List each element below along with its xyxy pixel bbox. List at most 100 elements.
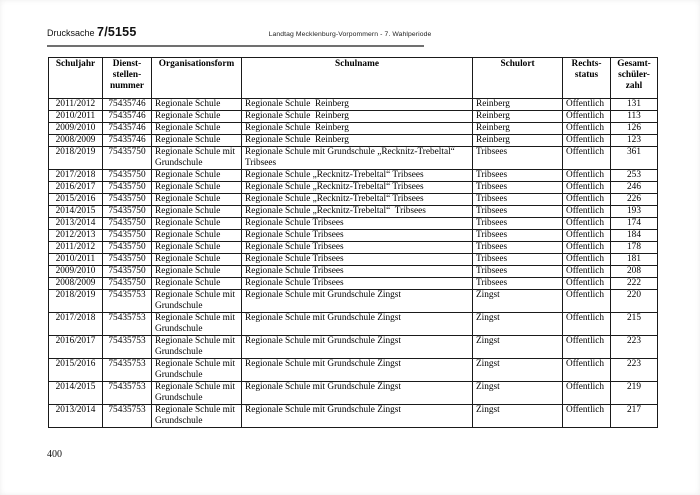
table-cell: Reinberg bbox=[472, 122, 563, 135]
table-cell: Öffentlich bbox=[562, 253, 611, 266]
table-cell: 75435750 bbox=[102, 277, 152, 290]
table-cell: Regionale Schule bbox=[151, 241, 242, 254]
table-cell: Regionale Schule Tribsees bbox=[241, 253, 473, 266]
table-row: 2012/2013 75435750 Regionale Schule Regiona… bbox=[48, 229, 658, 242]
table-cell: Öffentlich bbox=[562, 169, 611, 182]
table-cell: Öffentlich bbox=[562, 122, 611, 135]
table-cell: 75435750 bbox=[102, 205, 152, 218]
table-cell: 226 bbox=[610, 193, 658, 206]
table-cell: Tribsees bbox=[472, 169, 563, 182]
table-cell: 75435753 bbox=[102, 358, 152, 382]
table-cell: 75435753 bbox=[102, 404, 152, 428]
table-cell: Öffentlich bbox=[562, 146, 611, 170]
table-cell: Regionale Schule mit Grundschule Zingst bbox=[241, 381, 473, 405]
table-cell: Reinberg bbox=[472, 134, 563, 147]
table-row: 2017/2018 75435753 Regionale Schule mit Gr… bbox=[48, 312, 658, 336]
table-cell: 2008/2009 bbox=[48, 134, 103, 147]
table-cell: 2010/2011 bbox=[48, 110, 103, 123]
table-cell: 2016/2017 bbox=[48, 335, 103, 359]
table-cell: 2014/2015 bbox=[48, 381, 103, 405]
table-cell: 75435750 bbox=[102, 146, 152, 170]
table-cell: 2017/2018 bbox=[48, 169, 103, 182]
table-cell: Regionale Schule mit Grundschule Zingst bbox=[241, 312, 473, 336]
table-cell: 75435746 bbox=[102, 134, 152, 147]
table-row: 2018/2019 75435750 Regionale Schule mit Gr… bbox=[48, 146, 658, 170]
table-cell: Öffentlich bbox=[562, 110, 611, 123]
table-cell: Öffentlich bbox=[562, 404, 611, 428]
table-cell: Zingst bbox=[472, 381, 563, 405]
table-cell: 2010/2011 bbox=[48, 253, 103, 266]
table-cell: Regionale Schule Tribsees bbox=[241, 277, 473, 290]
table-cell: 184 bbox=[610, 229, 658, 242]
table-cell: 75435750 bbox=[102, 229, 152, 242]
table-cell: Regionale Schule mit Grundschule bbox=[151, 404, 242, 428]
table-row: 2015/2016 75435753 Regionale Schule mit Gr… bbox=[48, 358, 658, 382]
column-header-dienststellennummer: Dienst- stellen- nummer bbox=[102, 57, 152, 99]
table-cell: 215 bbox=[610, 312, 658, 336]
column-header-schulort: Schulort bbox=[472, 57, 563, 99]
table-cell: 217 bbox=[610, 404, 658, 428]
table-cell: 2012/2013 bbox=[48, 229, 103, 242]
table-cell: 178 bbox=[610, 241, 658, 254]
table-cell: Regionale Schule Tribsees bbox=[241, 229, 473, 242]
table-cell: 2009/2010 bbox=[48, 265, 103, 278]
table-row: 2008/2009 75435750 Regionale Schule Regiona… bbox=[48, 277, 658, 290]
table-cell: Regionale Schule bbox=[151, 169, 242, 182]
table-cell: Zingst bbox=[472, 312, 563, 336]
table-row: 2011/2012 75435750 Regionale Schule Regiona… bbox=[48, 241, 658, 254]
table-cell: Regionale Schule bbox=[151, 122, 242, 135]
table-cell: Öffentlich bbox=[562, 381, 611, 405]
table-cell: Regionale Schule bbox=[151, 217, 242, 230]
table-cell: 2009/2010 bbox=[48, 122, 103, 135]
table-cell: 75435750 bbox=[102, 169, 152, 182]
table-cell: 2013/2014 bbox=[48, 404, 103, 428]
table-cell: 2017/2018 bbox=[48, 312, 103, 336]
table-cell: 75435753 bbox=[102, 335, 152, 359]
table-cell: 222 bbox=[610, 277, 658, 290]
table-cell: 2018/2019 bbox=[48, 289, 103, 313]
table-cell: Tribsees bbox=[472, 205, 563, 218]
table-cell: 75435746 bbox=[102, 122, 152, 135]
table-cell: 75435746 bbox=[102, 110, 152, 123]
table-cell: Regionale Schule mit Grundschule Zingst bbox=[241, 335, 473, 359]
table-cell: 174 bbox=[610, 217, 658, 230]
table-cell: 219 bbox=[610, 381, 658, 405]
table-cell: 75435753 bbox=[102, 289, 152, 313]
table-cell: Tribsees bbox=[472, 181, 563, 194]
table-cell: Zingst bbox=[472, 289, 563, 313]
table-cell: Zingst bbox=[472, 358, 563, 382]
table-cell: Tribsees bbox=[472, 277, 563, 290]
table-cell: 246 bbox=[610, 181, 658, 194]
table-cell: 131 bbox=[610, 98, 658, 111]
header-rule bbox=[47, 45, 424, 47]
table-cell: Zingst bbox=[472, 335, 563, 359]
table-cell: Regionale Schule mit Grundschule Zingst bbox=[241, 358, 473, 382]
table-cell: 75435750 bbox=[102, 241, 152, 254]
table-cell: Regionale Schule mit Grundschule „Reckni… bbox=[241, 146, 473, 170]
table-cell: Regionale Schule Tribsees bbox=[241, 265, 473, 278]
column-header-gesamtschuelerzahl: Gesamt- schüler- zahl bbox=[610, 57, 658, 99]
table-cell: Regionale Schule mit Grundschule bbox=[151, 289, 242, 313]
table-cell: Regionale Schule „Recknitz-Trebeltal“ Tr… bbox=[241, 193, 473, 206]
table-cell: 126 bbox=[610, 122, 658, 135]
table-cell: Regionale Schule „Recknitz-Trebeltal“ Tr… bbox=[241, 181, 473, 194]
table-cell: 123 bbox=[610, 134, 658, 147]
header-center-text: Landtag Mecklenburg-Vorpommern - 7. Wahl… bbox=[268, 31, 432, 38]
table-cell: Tribsees bbox=[472, 253, 563, 266]
table-cell: 2018/2019 bbox=[48, 146, 103, 170]
table-cell: Regionale Schule bbox=[151, 253, 242, 266]
table-cell: 2011/2012 bbox=[48, 241, 103, 254]
table-cell: 193 bbox=[610, 205, 658, 218]
table-row: 2018/2019 75435753 Regionale Schule mit Gr… bbox=[48, 289, 658, 313]
table-cell: Öffentlich bbox=[562, 134, 611, 147]
table-cell: 2015/2016 bbox=[48, 193, 103, 206]
table-cell: Öffentlich bbox=[562, 181, 611, 194]
table-cell: Regionale Schule mit Grundschule bbox=[151, 335, 242, 359]
table-header-row: Schuljahr Dienst- stellen- nummer Organi… bbox=[48, 57, 658, 99]
table-row: 2010/2011 75435746 Regionale Schule Regiona… bbox=[48, 110, 658, 123]
table-row: 2013/2014 75435753 Regionale Schule mit Gr… bbox=[48, 404, 658, 428]
table-cell: 113 bbox=[610, 110, 658, 123]
table-cell: 75435753 bbox=[102, 312, 152, 336]
table-cell: Öffentlich bbox=[562, 289, 611, 313]
table-cell: Öffentlich bbox=[562, 335, 611, 359]
